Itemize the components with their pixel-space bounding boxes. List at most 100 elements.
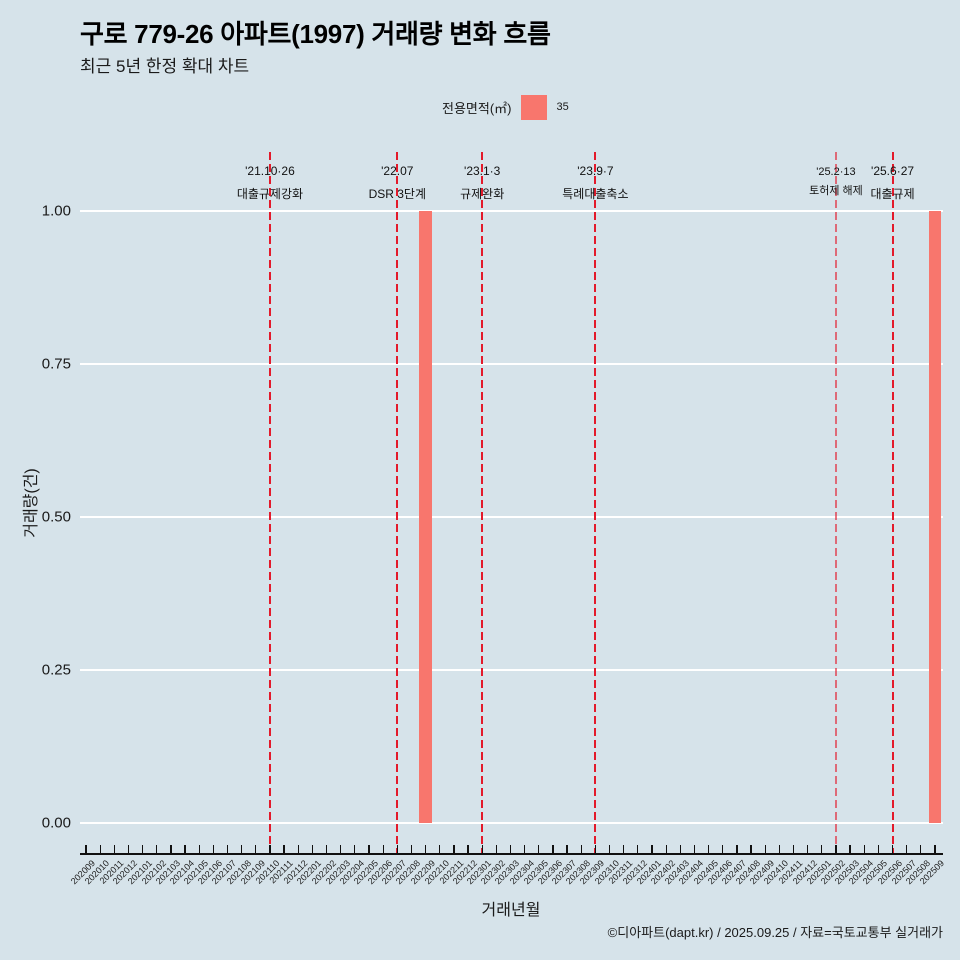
x-tick: [594, 845, 597, 854]
x-tick: [524, 845, 526, 854]
x-tick: [934, 845, 936, 854]
event-date: '23.9·7: [577, 164, 614, 178]
x-tick: [538, 845, 540, 854]
x-tick: [255, 845, 257, 854]
x-tick: [764, 845, 766, 854]
x-tick: [340, 845, 342, 854]
x-tick: [85, 845, 87, 854]
x-tick: [226, 845, 229, 854]
y-tick-label: 0.50: [41, 508, 71, 526]
x-tick: [821, 845, 823, 854]
event-date: '25.6·27: [871, 164, 915, 178]
y-axis-title: 거래량(건): [23, 468, 40, 538]
event-label: 토허제 해제: [809, 185, 863, 197]
x-tick: [750, 845, 752, 854]
x-tick: [665, 845, 667, 854]
x-tick: [283, 845, 285, 854]
x-tick: [509, 845, 512, 854]
x-tick: [467, 845, 469, 854]
event-date: '23.1·3: [464, 164, 501, 178]
x-tick: [849, 845, 851, 854]
x-tick: [707, 845, 710, 854]
x-tick: [906, 845, 908, 854]
x-tick: [807, 845, 809, 854]
legend-swatch-35: [520, 94, 547, 120]
event-date: '21.10·26: [245, 164, 295, 178]
x-tick: [608, 845, 611, 854]
x-tick: [679, 845, 681, 854]
x-tick: [382, 845, 384, 854]
gridline: [80, 363, 943, 365]
x-tick: [693, 845, 696, 854]
event-label: 대출규제강화: [236, 187, 304, 201]
x-tick: [891, 845, 894, 854]
x-tick: [99, 845, 101, 854]
x-tick: [623, 845, 625, 854]
x-tick: [396, 845, 398, 854]
legend-title: 전용면적(㎡): [442, 100, 512, 116]
x-tick: [453, 845, 455, 854]
x-tick: [424, 845, 427, 854]
x-tick: [410, 845, 413, 854]
x-axis-line: [80, 853, 943, 855]
event-line-202309: [594, 152, 597, 854]
event-label: DSR 3단계: [368, 187, 427, 201]
x-tick: [920, 845, 922, 854]
x-tick: [792, 845, 795, 854]
x-tick: [113, 845, 115, 854]
x-tick: [269, 845, 271, 854]
x-tick: [651, 845, 653, 854]
x-tick: [212, 845, 214, 854]
gridline: [80, 669, 943, 671]
x-tick: [778, 845, 780, 854]
event-line-202207: [396, 152, 399, 854]
gridline: [80, 210, 943, 212]
legend-label: 35: [556, 101, 569, 113]
event-label: 규제완화: [460, 187, 505, 201]
event-line-202506: [891, 152, 894, 854]
x-axis-title: 거래년월: [481, 902, 541, 919]
caption: ©디아파트(dapt.kr) / 2025.09.25 / 자료=국토교통부 실…: [607, 925, 943, 940]
x-tick: [552, 845, 554, 854]
x-tick: [354, 845, 356, 854]
chart-subtitle: 최근 5년 한정 확대 차트: [80, 57, 250, 76]
x-tick: [580, 845, 582, 854]
event-date: '22.07: [381, 164, 414, 178]
x-tick: [170, 845, 172, 854]
x-tick: [835, 845, 837, 854]
event-date: '25.2·13: [816, 166, 856, 178]
x-tick: [141, 845, 144, 854]
event-line-202502: [835, 152, 837, 854]
x-tick: [722, 845, 724, 854]
bar-202509: [928, 211, 942, 823]
y-tick-label: 0.25: [41, 661, 71, 679]
x-tick: [156, 845, 158, 854]
event-label: 대출규제: [870, 187, 915, 201]
gridline: [80, 822, 943, 824]
x-tick: [325, 845, 328, 854]
event-line-202110: [268, 152, 271, 854]
y-tick-label: 0.00: [41, 814, 71, 832]
y-tick-label: 1.00: [41, 202, 71, 220]
x-tick: [566, 845, 568, 854]
x-tick: [439, 845, 441, 854]
bar-202209: [419, 211, 432, 823]
x-tick: [184, 845, 186, 854]
x-tick: [297, 845, 299, 854]
x-tick: [736, 845, 738, 854]
x-tick: [863, 845, 865, 854]
x-tick: [481, 845, 483, 854]
x-tick: [368, 845, 370, 854]
chart-title: 구로 779-26 아파트(1997) 거래량 변화 흐름: [80, 19, 551, 49]
x-tick: [637, 845, 639, 854]
x-tick: [127, 845, 130, 854]
gridline: [80, 516, 943, 518]
x-tick: [311, 845, 314, 854]
x-tick: [241, 845, 243, 854]
x-tick: [877, 845, 880, 854]
legend: 전용면적(㎡) 35: [442, 94, 569, 120]
event-line-202301: [481, 152, 484, 854]
y-tick-label: 0.75: [41, 355, 71, 373]
event-label: 특례대출축소: [562, 187, 629, 201]
x-tick: [495, 845, 497, 854]
